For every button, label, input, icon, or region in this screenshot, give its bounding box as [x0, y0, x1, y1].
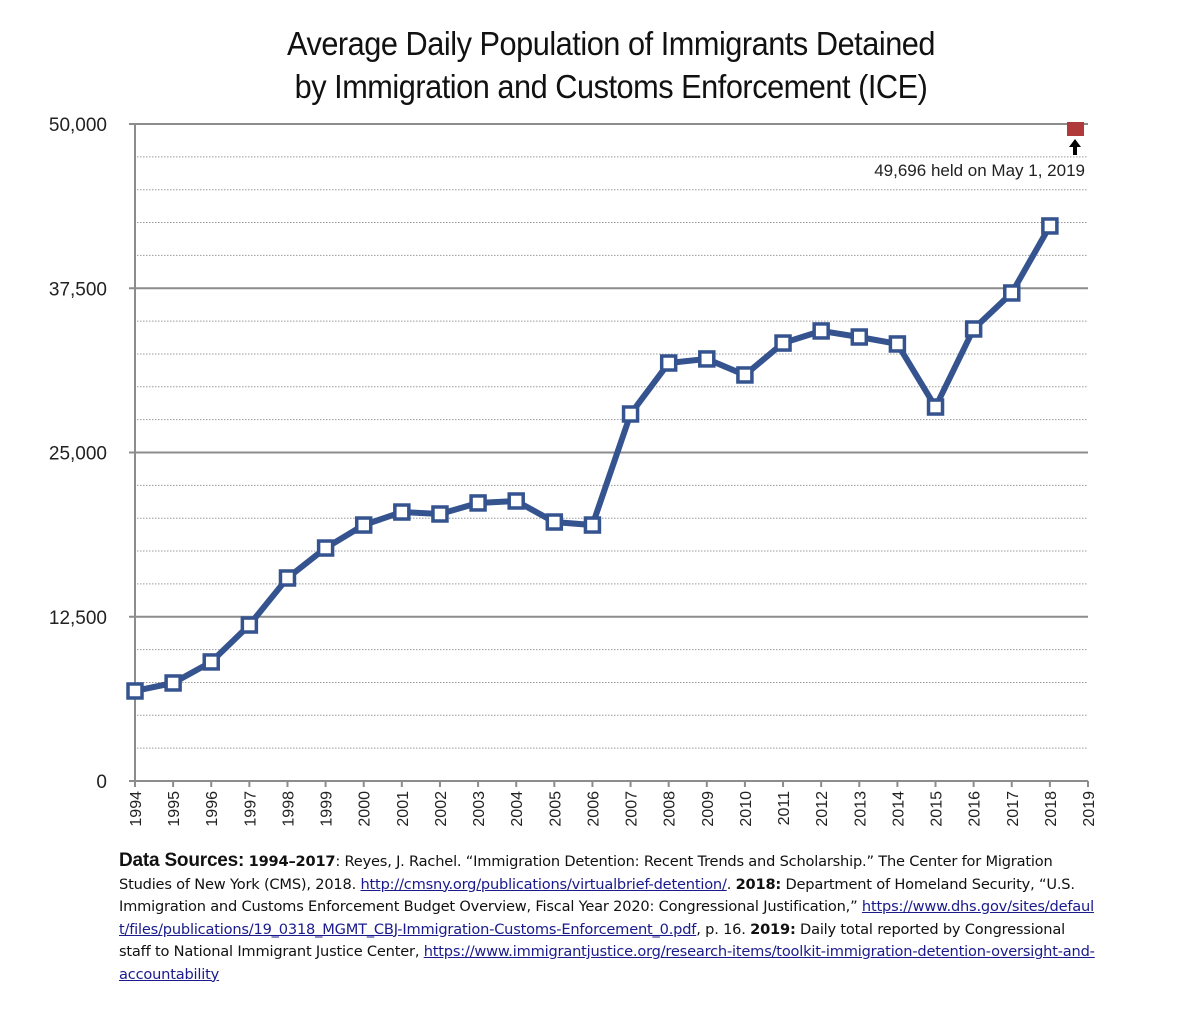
data-point-marker	[354, 516, 373, 534]
data-point-marker	[583, 516, 602, 534]
sources-sep-2: , p. 16.	[696, 920, 751, 938]
x-tick-label: 2007	[624, 791, 641, 827]
data-point-marker	[126, 682, 144, 700]
series-path	[134, 224, 1053, 694]
highlight-2019: 49,696 held on May 1, 2019	[874, 121, 1085, 180]
x-tick-label: 1996	[204, 791, 221, 827]
data-point-marker	[1003, 284, 1021, 302]
data-point-marker	[393, 503, 411, 521]
cmsny-link[interactable]: http://cmsny.org/publications/virtualbri…	[360, 875, 727, 893]
x-tick-label: 2016	[967, 791, 984, 827]
x-tick-label: 2013	[852, 791, 869, 827]
x-tick-label: 2011	[776, 791, 793, 826]
data-point-marker	[964, 320, 983, 338]
axes	[134, 124, 1089, 787]
x-tick-label: 2018	[1043, 791, 1060, 827]
data-point-marker	[431, 505, 449, 523]
data-point-marker	[736, 366, 754, 384]
sources-1994-2017-text: : Reyes, J. Rachel. “Immigration Detenti…	[119, 853, 1053, 893]
data-point-marker	[164, 674, 182, 692]
y-axis-tick-labels: 0 12,500 25,000 37,500 50,000	[49, 115, 107, 793]
highlight-marker	[1067, 121, 1084, 136]
x-tick-label: 2008	[662, 791, 679, 827]
x-tick-label: 2002	[433, 791, 450, 827]
y-tick-label: 50,000	[49, 115, 107, 136]
chart-title-line-2: by Immigration and Customs Enforcement (…	[294, 68, 928, 105]
x-tick-label: 2012	[814, 791, 831, 827]
arrow-shaft	[1073, 145, 1077, 155]
x-tick-label: 1995	[166, 791, 183, 827]
data-point-marker	[621, 405, 640, 423]
data-point-marker	[1041, 217, 1059, 235]
sources-sep-1: .	[726, 875, 736, 893]
chart-title: Average Daily Population of Immigrants D…	[0, 22, 1200, 108]
x-tick-label: 2009	[700, 791, 717, 827]
data-point-marker	[469, 494, 487, 512]
data-point-marker	[774, 334, 792, 352]
series-line	[134, 224, 1053, 694]
data-point-marker	[507, 492, 525, 510]
x-tick-label: 1999	[319, 791, 336, 827]
sources-2019-label: 2019:	[750, 920, 796, 938]
x-tick-label: 2000	[357, 791, 374, 827]
x-tick-label: 2010	[738, 791, 755, 827]
sources-2019-text: Daily total reported by Congressional st…	[119, 920, 1065, 961]
immigrantjustice-link[interactable]: https://www.immigrantjustice.org/researc…	[119, 943, 1095, 983]
x-tick-label: 2004	[509, 791, 526, 827]
x-tick-label: 1997	[242, 791, 259, 827]
dhs-link[interactable]: https://www.dhs.gov/sites/default/files/…	[119, 898, 1094, 938]
x-tick-label: 2015	[929, 791, 946, 827]
data-sources: Data Sources: 1994–2017: Reyes, J. Rache…	[119, 850, 1099, 986]
data-point-marker	[698, 350, 716, 368]
data-point-marker	[202, 653, 220, 671]
highlight-annotation: 49,696 held on May 1, 2019	[874, 161, 1085, 180]
y-tick-label: 0	[96, 772, 107, 793]
data-point-marker	[278, 569, 297, 587]
x-tick-label: 1998	[280, 791, 297, 827]
x-axis-tick-labels: 1994 1995 1996 1997 1998 1999 2000 2001 2002 2003…	[128, 791, 1098, 827]
chart-title-line-1: Average Daily Population of Immigrants D…	[286, 25, 936, 62]
x-tick-label: 1994	[128, 791, 145, 827]
up-arrow-icon	[1069, 138, 1081, 155]
data-point-marker	[926, 398, 945, 416]
x-tick-label: 2005	[547, 791, 564, 827]
arrow-head	[1069, 138, 1081, 147]
sources-2018-text: Department of Homeland Security, “U.S. I…	[119, 875, 1075, 916]
data-point-marker	[888, 335, 907, 353]
data-point-marker	[850, 328, 869, 346]
data-point-marker	[240, 616, 259, 634]
sources-1994-2017-label: 1994–2017	[248, 853, 336, 870]
x-tick-label: 2019	[1081, 791, 1098, 827]
x-tick-label: 2014	[890, 791, 907, 827]
data-point-marker	[545, 513, 564, 531]
sources-2018-label: 2018:	[735, 875, 782, 893]
series-markers	[126, 217, 1059, 700]
y-tick-label: 37,500	[49, 279, 107, 300]
gridlines	[129, 123, 1088, 782]
x-tick-label: 2017	[1005, 791, 1022, 827]
sources-lead: Data Sources:	[119, 850, 245, 871]
x-tick-label: 2003	[471, 791, 488, 827]
data-point-marker	[659, 354, 678, 372]
data-point-marker	[812, 322, 830, 340]
y-tick-label: 25,000	[49, 444, 107, 465]
y-tick-label: 12,500	[49, 608, 107, 629]
x-tick-label: 2001	[395, 791, 412, 827]
data-point-marker	[316, 539, 335, 557]
x-tick-label: 2006	[585, 791, 602, 827]
